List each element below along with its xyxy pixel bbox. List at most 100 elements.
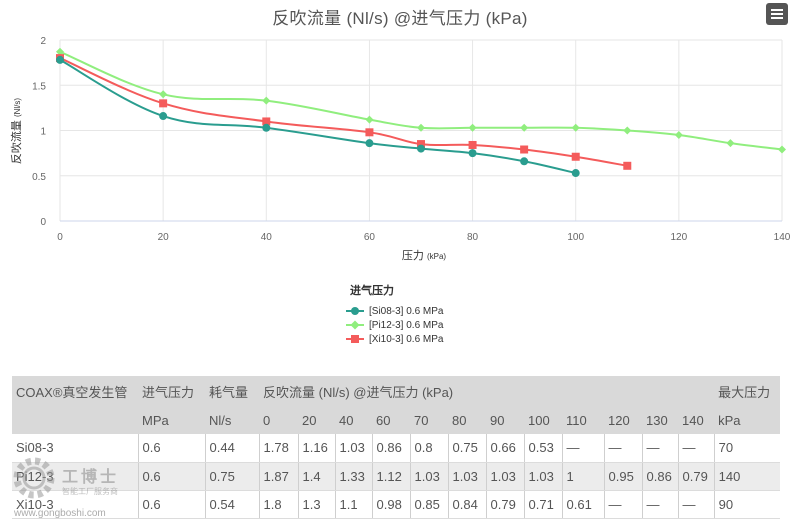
- data-point: [365, 139, 374, 148]
- table-cell: 1.03: [334, 434, 372, 463]
- table-cell: 0.86: [371, 434, 410, 463]
- data-point: [262, 117, 271, 126]
- table-cell: 1.3: [297, 490, 335, 519]
- legend-item-xi10[interactable]: [Xi10-3] 0.6 MPa: [344, 332, 443, 346]
- table-cell: 1.16: [297, 434, 335, 463]
- data-point: [468, 149, 477, 158]
- data-point: [159, 99, 168, 108]
- data-point: [262, 123, 271, 132]
- chart-menu-button[interactable]: [766, 3, 788, 25]
- header-unit-cell: 140: [682, 413, 704, 428]
- header-unit-cell: Nl/s: [209, 413, 232, 428]
- header-unit-cell: 120: [608, 413, 630, 428]
- data-point: [262, 96, 271, 105]
- header-unit-cell: 90: [490, 413, 505, 428]
- axes: 00.511.520 20 40 60 80 100 120 140: [32, 36, 791, 243]
- table-cell: 1.12: [371, 462, 410, 491]
- table-cell: —: [641, 434, 678, 463]
- table-cell: 1.1: [334, 490, 372, 519]
- data-point: [159, 112, 168, 121]
- table-cell: 0.75: [204, 462, 259, 491]
- line-chart: 00.511.520 20 40 60 80 100 120 140 压力 (kPa) 反吹流…: [9, 36, 791, 262]
- data-point: [726, 139, 735, 148]
- table-cell: —: [603, 490, 642, 519]
- table-cell: 90: [713, 490, 781, 519]
- table-cell: 1.4: [297, 462, 335, 491]
- y-tick-label: 1: [40, 127, 46, 138]
- chart-legend: 进气压力 [Si08-3] 0.6 MPa [Pi12-3] 0.6 MPa […: [344, 282, 443, 346]
- header-product: COAX®真空发生管: [16, 385, 128, 400]
- menu-icon-bar: [771, 13, 783, 15]
- table-cell: 0.6: [137, 490, 205, 519]
- table-cell: 0.66: [485, 434, 524, 463]
- y-axis-label: 反吹流量 (Nl/s): [9, 98, 23, 165]
- data-point: [56, 55, 64, 64]
- data-point: [520, 157, 529, 166]
- legend-item-pi12[interactable]: [Pi12-3] 0.6 MPa: [344, 318, 443, 332]
- x-tick-label: 60: [364, 232, 376, 243]
- table-cell: —: [677, 490, 715, 519]
- product-name-cell: Pi12-3: [12, 462, 138, 491]
- header-unit-cell: kPa: [718, 413, 741, 428]
- table-cell: 1.03: [447, 462, 486, 491]
- header-unit-cell: 110: [566, 413, 587, 428]
- header-unit-cell: 100: [528, 413, 550, 428]
- x-tick-label: 100: [567, 232, 584, 243]
- table-cell: 1.03: [523, 462, 562, 491]
- data-point: [571, 152, 580, 161]
- data-point: [56, 47, 64, 56]
- table-cell: 140: [713, 462, 781, 491]
- header-air-consumption: 耗气量: [209, 385, 249, 400]
- series-line: [59, 57, 628, 167]
- data-point: [365, 115, 374, 124]
- x-tick-label: 0: [57, 232, 63, 243]
- y-tick-label: 0: [40, 217, 46, 228]
- header-unit-cell: 60: [376, 413, 391, 428]
- series-line: [59, 59, 576, 175]
- legend-item-si08[interactable]: [Si08-3] 0.6 MPa: [344, 304, 443, 318]
- data-point: [623, 126, 632, 135]
- table-cell: —: [561, 434, 604, 463]
- data-point: [520, 145, 529, 154]
- y-tick-label: 1.5: [32, 81, 46, 92]
- table-cell: 0.98: [371, 490, 410, 519]
- table-cell: 0.71: [523, 490, 562, 519]
- legend-label: [Pi12-3] 0.6 MPa: [369, 319, 444, 331]
- data-point: [417, 123, 425, 132]
- chart-title: 反吹流量 (Nl/s) @进气压力 (kPa): [272, 9, 528, 28]
- x-tick-label: 140: [774, 232, 791, 243]
- menu-icon-bar: [771, 17, 783, 19]
- legend-symbol-diamond: [344, 320, 366, 330]
- table-cell: 0.84: [447, 490, 486, 519]
- table-cell: 0.6: [137, 434, 205, 463]
- product-name-cell: Si08-3: [12, 434, 138, 463]
- legend-title: 进气压力: [350, 285, 394, 297]
- header-unit-cell: 0: [263, 413, 271, 428]
- header-unit-cell: 70: [414, 413, 429, 428]
- table-cell: 0.95: [603, 462, 642, 491]
- data-point: [468, 123, 477, 132]
- header-inlet-pressure: 进气压力: [142, 385, 195, 400]
- header-unit-cell: 130: [646, 413, 668, 428]
- header-unit-cell: MPa: [142, 413, 169, 428]
- legend-symbol-circle: [344, 306, 366, 316]
- table-cell: 0.6: [137, 462, 205, 491]
- product-name-cell: Xi10-3: [12, 490, 138, 519]
- header-unit-cell: 80: [452, 413, 467, 428]
- table-cell: 70: [713, 434, 781, 463]
- table-row: Pi12-3 0.6 0.75 1.87 1.4 1.33 1.12 1.03 1.03 1.03…: [12, 462, 781, 491]
- table-row: Si08-3 0.6 0.44 1.78 1.16 1.03 0.86 0.8 0.75 0.66…: [12, 434, 781, 463]
- table-cell: —: [603, 434, 642, 463]
- table-cell: 1: [561, 462, 604, 491]
- table-unit-row: MPa Nl/s 0 20 40 60 70 80 90 100 110 120 130 140 kPa: [12, 407, 781, 434]
- legend-label: [Xi10-3] 0.6 MPa: [369, 333, 444, 345]
- data-point: [520, 123, 529, 132]
- series-line: [59, 50, 783, 151]
- x-tick-label: 20: [158, 232, 170, 243]
- table-cell: 1.03: [485, 462, 524, 491]
- table-cell: 0.79: [485, 490, 524, 519]
- table-cell: 1.03: [409, 462, 448, 491]
- header-unit-cell: 20: [302, 413, 317, 428]
- legend-label: [Si08-3] 0.6 MPa: [369, 305, 444, 317]
- table-cell: 1.78: [258, 434, 298, 463]
